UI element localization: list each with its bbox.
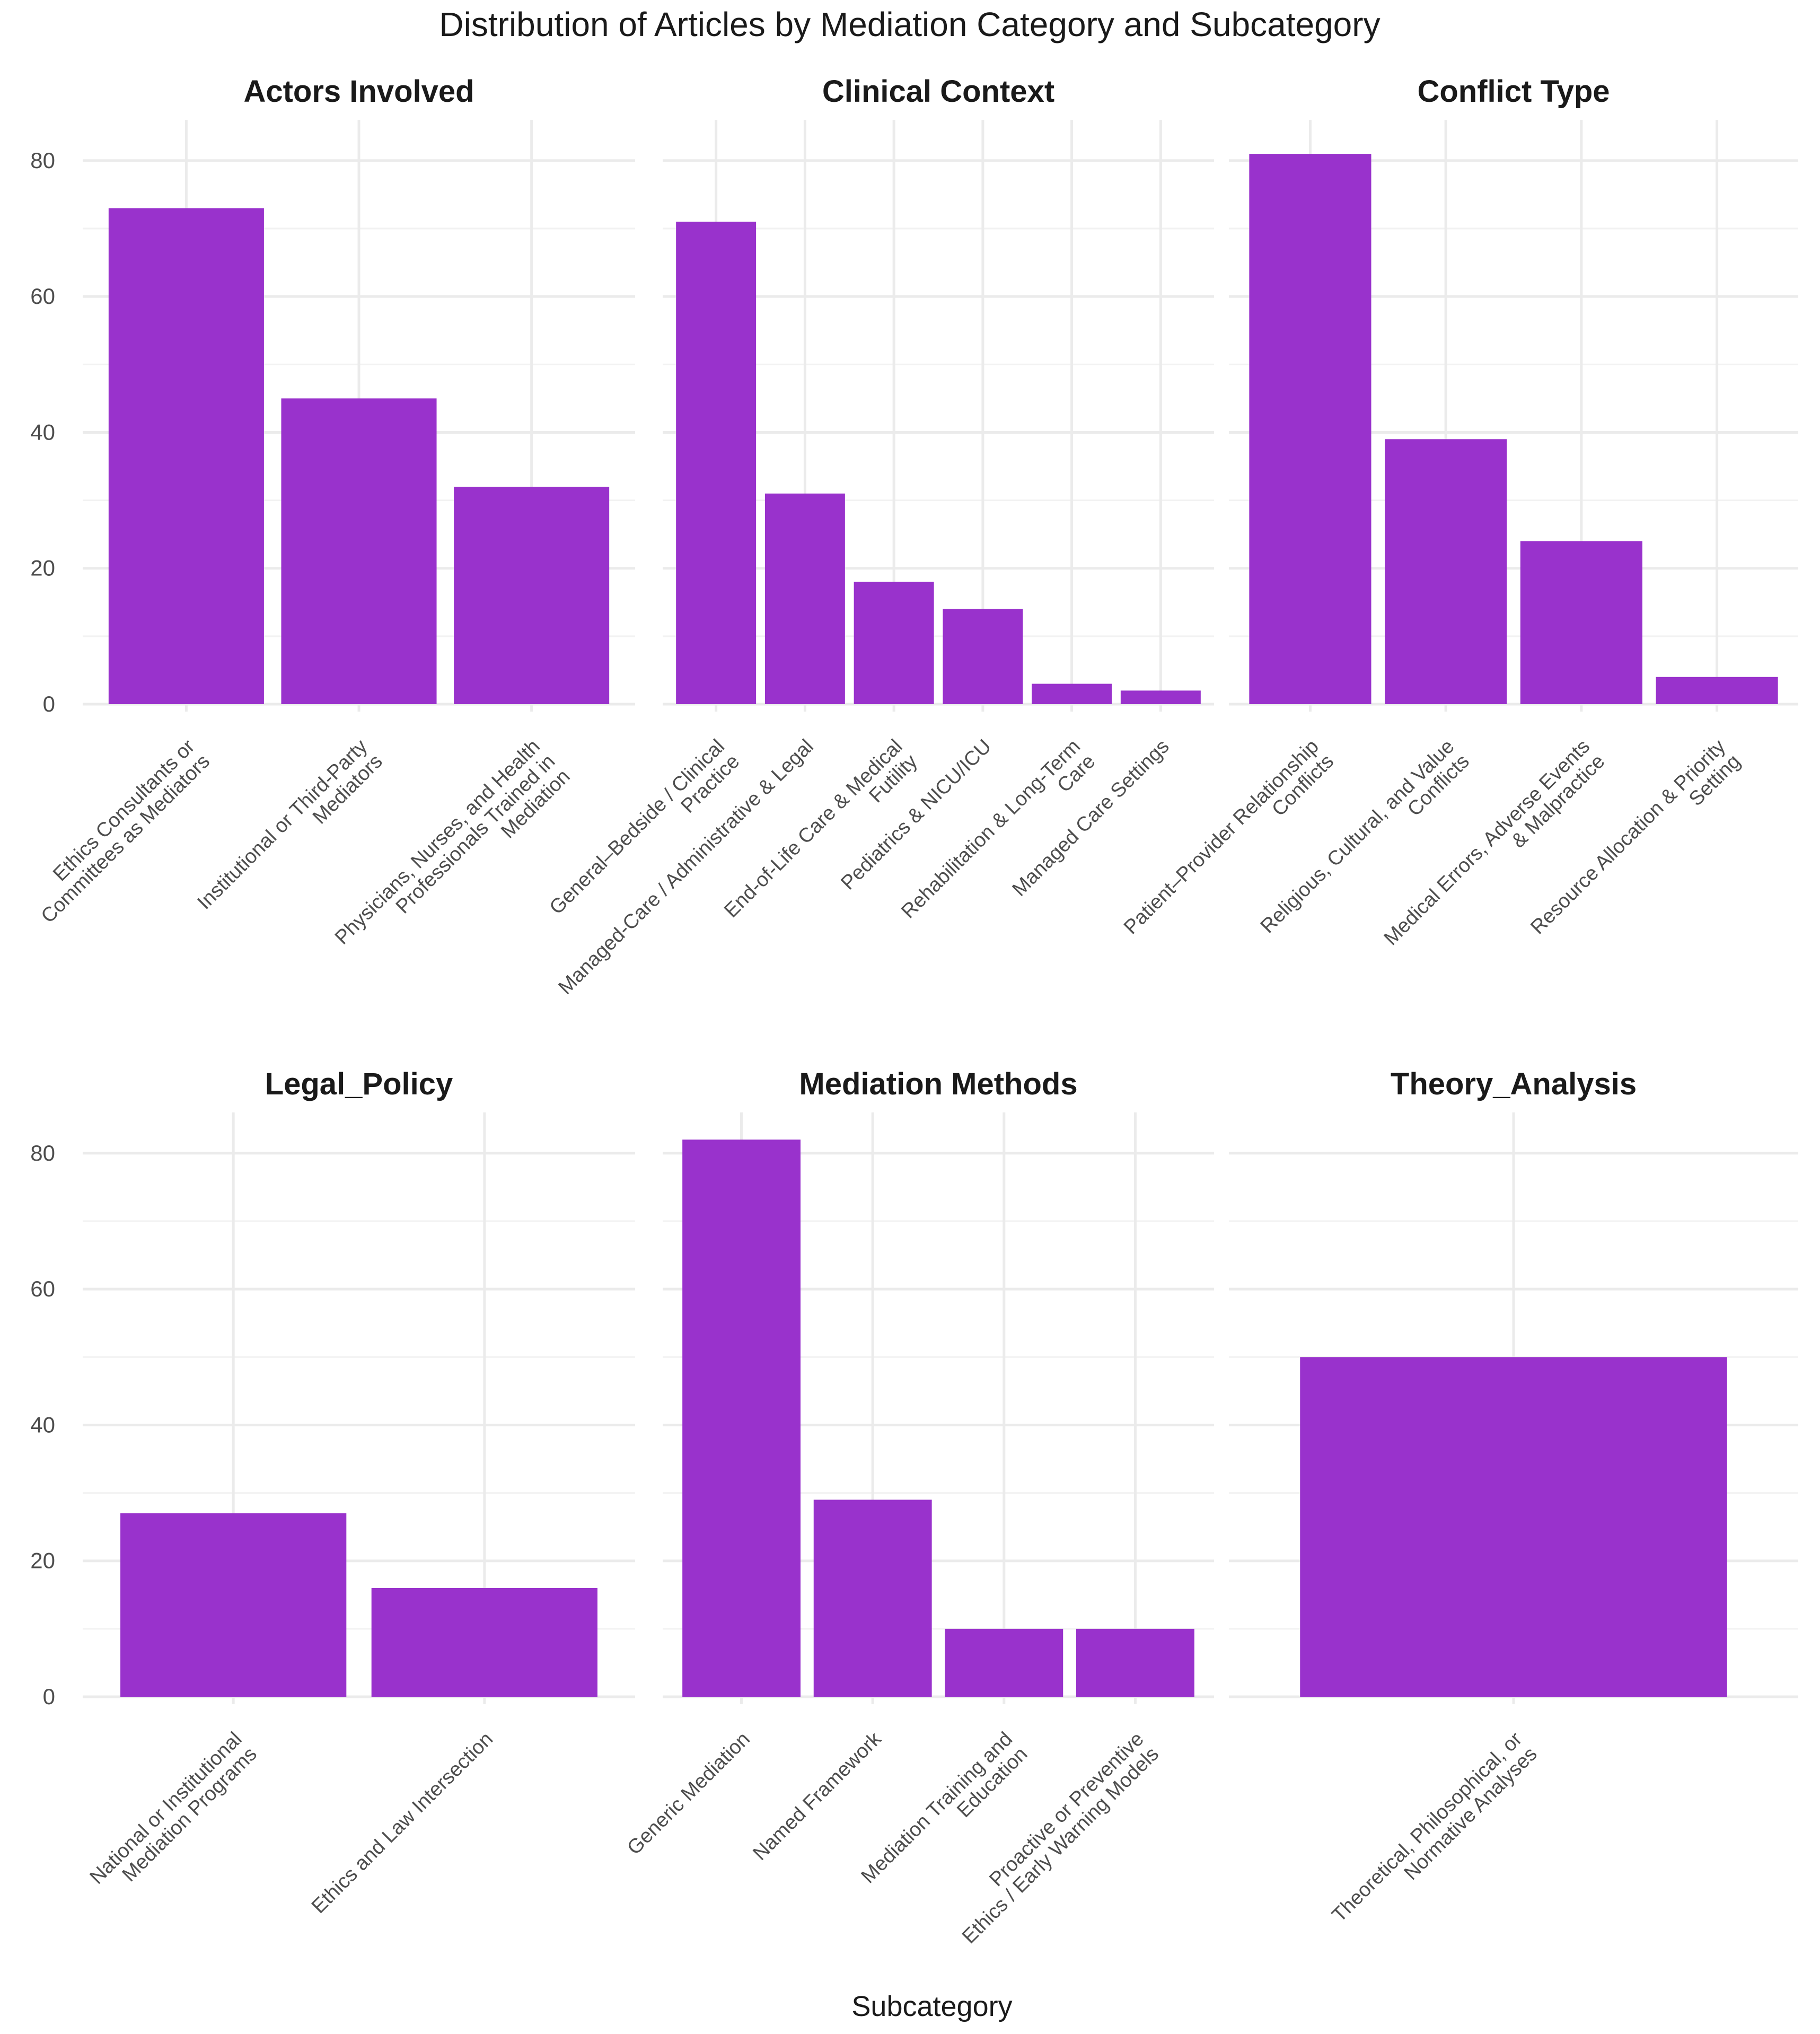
y-tick-label: 0	[43, 1684, 55, 1709]
facet-title: Theory_Analysis	[1391, 1067, 1637, 1101]
bar-mediation-methods-1: Generic Mediation: 82	[682, 1139, 801, 1697]
facets: Actors Involved 0 20 40 60 80 Ethics Consultan…	[22, 74, 1798, 1948]
bar-mediation-methods-2: Named Framework: 29	[813, 1500, 932, 1697]
x-tick-label: Named Framework	[749, 1728, 886, 1865]
facet-conflict-type: Conflict Type Patient–Provider Relationsh…	[1120, 74, 1798, 950]
bar-conflict-type-4: Resource Allocation & Priority Setting: …	[1656, 677, 1778, 704]
bar-conflict-type-1: Patient–Provider Relationship Conflicts:…	[1249, 154, 1371, 704]
bar-actors-involved-2: Institutional or Third-Party Mediators: …	[281, 398, 437, 704]
x-axis-title: Subcategory	[851, 1991, 1012, 2022]
bar-clinical-context-5: Rehabilitation & Long-Term Care: 3	[1032, 683, 1112, 704]
bar-theory-analysis-1: Theoretical, Philosophical, or Normative…	[1300, 1357, 1727, 1697]
bar-actors-involved-3: Physicians, Nurses, and Health Professio…	[454, 486, 610, 704]
y-tick-label: 0	[43, 691, 55, 716]
y-tick-label: 20	[30, 1548, 55, 1573]
chart-title: Distribution of Articles by Mediation Ca…	[439, 5, 1380, 43]
x-tick-label: National or InstitutionalMediation Progr…	[86, 1728, 261, 1904]
facet-actors-involved: Actors Involved 0 20 40 60 80 Ethics Consultan…	[22, 74, 635, 949]
facet-theory-analysis: Theory_Analysis Theoretical, Philosophica…	[1229, 1067, 1798, 1941]
bar-legal-policy-1: National or Institutional Mediation Prog…	[120, 1513, 347, 1697]
bar-conflict-type-2: Religious, Cultural, and Value Conflicts…	[1385, 439, 1507, 704]
bar-mediation-methods-3: Mediation Training and Education: 10	[945, 1628, 1063, 1697]
bar-legal-policy-2: Ethics and Law Intersection: 16	[371, 1588, 597, 1697]
x-tick-label: Theoretical, Philosophical, orNormative …	[1328, 1728, 1542, 1941]
y-tick-label: 20	[30, 556, 55, 581]
x-tick-label: Generic Mediation	[623, 1728, 754, 1860]
facet-title: Legal_Policy	[265, 1067, 453, 1101]
bar-mediation-methods-4: Proactive or Preventive Ethics / Early W…	[1076, 1628, 1194, 1697]
bar-clinical-context-6: Managed Care Settings: 2	[1120, 690, 1201, 704]
facet-title: Clinical Context	[822, 74, 1054, 109]
bar-clinical-context-4: Pediatrics & NICU/ICU: 14	[943, 609, 1023, 704]
bar-conflict-type-3: Medical Errors, Adverse Events & Malprac…	[1520, 541, 1642, 704]
bar-clinical-context-1: General–Bedside / Clinical Practice: 71	[676, 222, 757, 704]
facet-clinical-context: Clinical Context General–Bedside / Clinic…	[546, 74, 1214, 999]
x-tick-label: Pediatrics & NICU/ICU	[837, 735, 996, 895]
y-tick-label: 60	[30, 284, 55, 309]
x-tick-label: Institutional or Third-PartyMediators	[194, 735, 387, 929]
bar-actors-involved-1: Ethics Consultants or Committees as Medi…	[108, 208, 264, 704]
facet-legal-policy: Legal_Policy 0 20 40 60 80 National or Institu…	[30, 1067, 635, 1918]
facet-title: Mediation Methods	[799, 1067, 1077, 1101]
y-tick-label: 40	[30, 419, 55, 444]
bar-clinical-context-3: End-of-Life Care & Medical Futility: 18	[854, 582, 934, 704]
y-tick-label: 80	[30, 1141, 55, 1165]
y-tick-label: 40	[30, 1412, 55, 1437]
facet-title: Actors Involved	[243, 74, 474, 109]
x-tick-label: Ethics Consultants orCommittees as Media…	[22, 735, 214, 927]
facet-title: Conflict Type	[1417, 74, 1610, 109]
y-tick-label: 80	[30, 148, 55, 173]
bar-clinical-context-2: Managed-Care / Administrative & Legal: 3…	[764, 493, 845, 704]
y-tick-label: 60	[30, 1276, 55, 1301]
x-tick-label: Ethics and Law Intersection	[307, 1728, 497, 1918]
